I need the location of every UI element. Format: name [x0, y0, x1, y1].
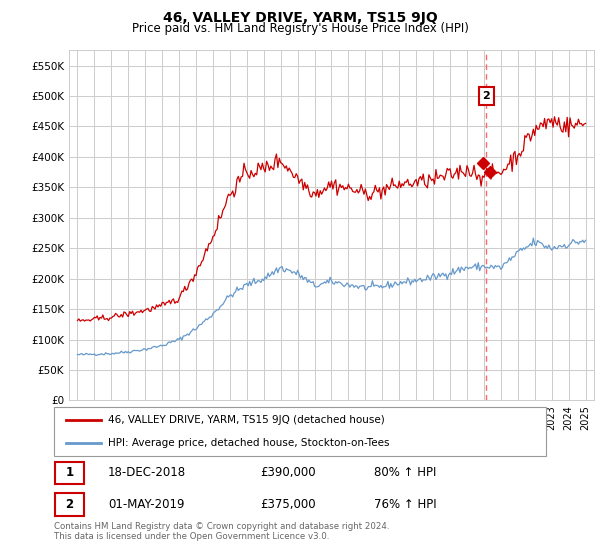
Text: 18-DEC-2018: 18-DEC-2018 — [108, 466, 186, 479]
FancyBboxPatch shape — [55, 461, 83, 484]
Text: 2: 2 — [65, 498, 73, 511]
FancyBboxPatch shape — [54, 407, 546, 456]
Text: 1: 1 — [65, 466, 73, 479]
FancyBboxPatch shape — [55, 493, 83, 516]
Text: 01-MAY-2019: 01-MAY-2019 — [108, 498, 185, 511]
Text: 2: 2 — [482, 91, 490, 101]
Text: 46, VALLEY DRIVE, YARM, TS15 9JQ (detached house): 46, VALLEY DRIVE, YARM, TS15 9JQ (detach… — [108, 416, 385, 426]
Text: Price paid vs. HM Land Registry's House Price Index (HPI): Price paid vs. HM Land Registry's House … — [131, 22, 469, 35]
Text: 46, VALLEY DRIVE, YARM, TS15 9JQ: 46, VALLEY DRIVE, YARM, TS15 9JQ — [163, 11, 437, 25]
Text: £390,000: £390,000 — [260, 466, 316, 479]
Text: £375,000: £375,000 — [260, 498, 316, 511]
Text: 80% ↑ HPI: 80% ↑ HPI — [374, 466, 436, 479]
Text: Contains HM Land Registry data © Crown copyright and database right 2024.
This d: Contains HM Land Registry data © Crown c… — [54, 522, 389, 542]
Text: HPI: Average price, detached house, Stockton-on-Tees: HPI: Average price, detached house, Stoc… — [108, 438, 389, 448]
Text: 76% ↑ HPI: 76% ↑ HPI — [374, 498, 436, 511]
